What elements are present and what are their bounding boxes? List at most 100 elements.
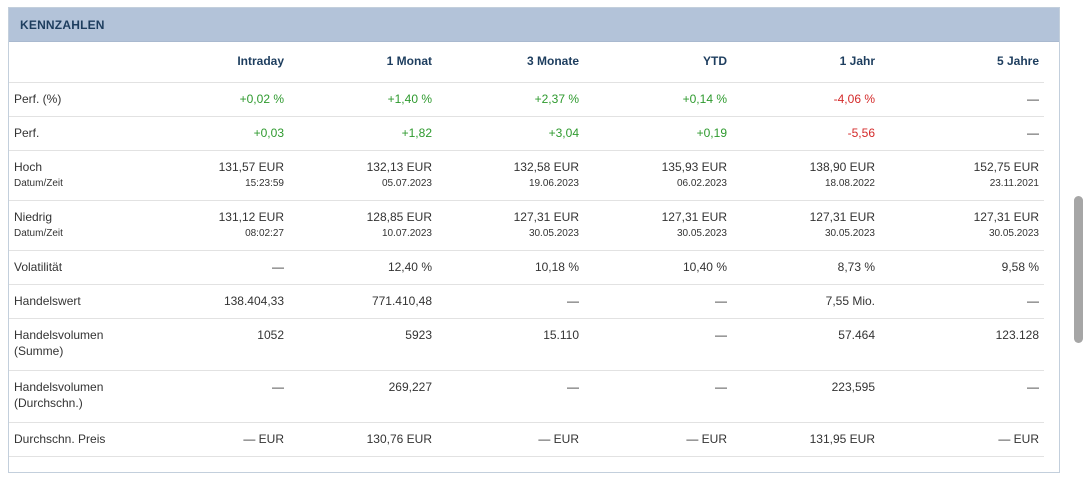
column-header-intraday: Intraday [133, 34, 289, 83]
cell-value: — EUR [584, 422, 732, 457]
cell-date: 05.07.2023 [381, 178, 432, 189]
cell-value: +3,04 [437, 116, 584, 151]
cell-date: 30.05.2023 [988, 228, 1039, 239]
row-label-cell: Hoch Datum/Zeit [9, 150, 133, 201]
cell-value: 12,40 % [289, 250, 437, 285]
cell: 138,90 EUR 18.08.2022 [732, 150, 880, 201]
cell-value: 130,76 EUR [289, 422, 437, 457]
row-label: Handelsvolumen [14, 328, 104, 342]
cell-date: 30.05.2023 [676, 228, 727, 239]
cell-value: 57.464 [732, 318, 880, 371]
cell-value: +1,40 % [289, 82, 437, 117]
cell-value: 8,73 % [732, 250, 880, 285]
cell-value: +0,19 [584, 116, 732, 151]
cell-value: — EUR [880, 422, 1044, 457]
cell-value: — [437, 284, 584, 319]
column-header-label [9, 34, 133, 83]
cell-value: 152,75 EUR [973, 160, 1039, 174]
cell-value: 771.410,48 [289, 284, 437, 319]
row-label-cell: Niedrig Datum/Zeit [9, 200, 133, 251]
cell-value: 9,58 % [880, 250, 1044, 285]
cell-value: 223,595 [732, 370, 880, 423]
cell-value: +2,37 % [437, 82, 584, 117]
cell-value: 127,31 EUR [661, 210, 727, 224]
table-row-volatilitaet: Volatilität — 12,40 % 10,18 % 10,40 % 8,… [9, 250, 1044, 285]
column-header-1-monat: 1 Monat [289, 34, 437, 83]
cell: 127,31 EUR 30.05.2023 [880, 200, 1044, 251]
cell-value: +0,02 % [133, 82, 289, 117]
panel-title: KENNZAHLEN [20, 17, 105, 32]
cell: 132,13 EUR 05.07.2023 [289, 150, 437, 201]
cell-date: 15:23:59 [245, 178, 284, 189]
row-label: Perf. [9, 116, 133, 151]
cell-value: 15.110 [437, 318, 584, 371]
cell: 127,31 EUR 30.05.2023 [437, 200, 584, 251]
cell-value: — [880, 370, 1044, 423]
cell-value: 10,18 % [437, 250, 584, 285]
cell-value: -4,06 % [732, 82, 880, 117]
row-label: Niedrig [14, 210, 53, 224]
cell-value: 7,55 Mio. [732, 284, 880, 319]
cell-value: 135,93 EUR [661, 160, 727, 174]
cell-value: — EUR [437, 422, 584, 457]
cell-date: 23.11.2021 [989, 178, 1039, 189]
row-label: Handelswert [9, 284, 133, 319]
table-row-niedrig: Niedrig Datum/Zeit 131,12 EUR 08:02:27 128… [9, 200, 1044, 251]
cell: 135,93 EUR 06.02.2023 [584, 150, 732, 201]
vertical-scrollbar[interactable] [1069, 0, 1091, 480]
table-row-perf-percent: Perf. (%) +0,02 % +1,40 % +2,37 % +0,14 … [9, 82, 1044, 117]
cell-value: — [584, 318, 732, 371]
column-header-1-jahr: 1 Jahr [732, 34, 880, 83]
cell-value: +0,14 % [584, 82, 732, 117]
cell-value: 138,90 EUR [809, 160, 875, 174]
cell-date: 19.06.2023 [528, 178, 579, 189]
cell-value: 1052 [133, 318, 289, 371]
cell-value: 131,95 EUR [732, 422, 880, 457]
cell-value: 269,227 [289, 370, 437, 423]
row-label: Durchschn. Preis [9, 422, 133, 457]
cell-value: 138.404,33 [133, 284, 289, 319]
scrollbar-thumb[interactable] [1074, 196, 1083, 343]
row-label: Perf. (%) [9, 82, 133, 117]
cell-value: 127,31 EUR [973, 210, 1039, 224]
cell: 132,58 EUR 19.06.2023 [437, 150, 584, 201]
cell-value: 131,12 EUR [218, 210, 284, 224]
cell: 128,85 EUR 10.07.2023 [289, 200, 437, 251]
cell-value: — EUR [133, 422, 289, 457]
row-label-cell: Handelsvolumen (Summe) [9, 318, 133, 371]
table-row-handelsvolumen-summe: Handelsvolumen (Summe) 1052 5923 15.110 —… [9, 318, 1044, 371]
table-row-handelswert: Handelswert 138.404,33 771.410,48 — — 7,… [9, 284, 1044, 319]
cell: 127,31 EUR 30.05.2023 [732, 200, 880, 251]
cell-value: 127,31 EUR [513, 210, 579, 224]
table-row-durchschn-preis: Durchschn. Preis — EUR 130,76 EUR — EUR … [9, 422, 1044, 457]
cell-value: — [437, 370, 584, 423]
cell-value: +0,03 [133, 116, 289, 151]
cell-value: — [584, 370, 732, 423]
cell-value: — [584, 284, 732, 319]
table-row-perf: Perf. +0,03 +1,82 +3,04 +0,19 -5,56 — [9, 116, 1044, 151]
cell-value: — [133, 250, 289, 285]
column-header-3-monate: 3 Monate [437, 34, 584, 83]
row-label-cell: Handelsvolumen (Durchschn.) [9, 370, 133, 423]
row-label: Handelsvolumen [14, 380, 104, 394]
cell-value: +1,82 [289, 116, 437, 151]
cell: 131,12 EUR 08:02:27 [133, 200, 289, 251]
cell-value: 131,57 EUR [218, 160, 284, 174]
cell: 152,75 EUR 23.11.2021 [880, 150, 1044, 201]
row-sublabel: Datum/Zeit [14, 228, 63, 239]
table-row-hoch: Hoch Datum/Zeit 131,57 EUR 15:23:59 132,13… [9, 150, 1044, 201]
cell-date: 30.05.2023 [528, 228, 579, 239]
row-label: Hoch [14, 160, 43, 174]
cell-value: 5923 [289, 318, 437, 371]
cell: 131,57 EUR 15:23:59 [133, 150, 289, 201]
cell-value: — [880, 284, 1044, 319]
cell-value: — [880, 82, 1044, 117]
column-header-ytd: YTD [584, 34, 732, 83]
cell-date: 08:02:27 [245, 228, 284, 239]
cell-value: 128,85 EUR [366, 210, 432, 224]
cell-date: 18.08.2022 [824, 178, 875, 189]
cell-date: 30.05.2023 [824, 228, 875, 239]
row-label-line2: (Summe) [14, 344, 64, 358]
cell-value: -5,56 [732, 116, 880, 151]
cell-date: 06.02.2023 [676, 178, 727, 189]
